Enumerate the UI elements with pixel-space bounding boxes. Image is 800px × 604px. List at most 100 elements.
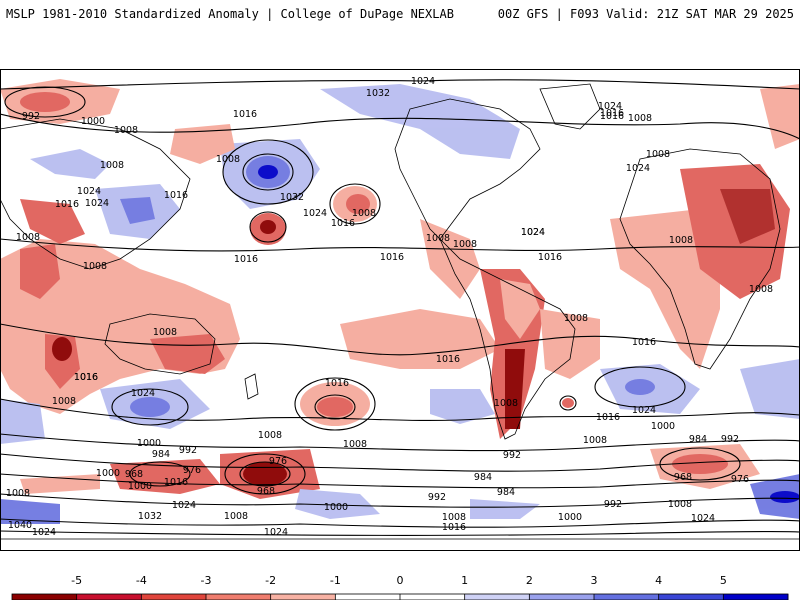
shade-region: [625, 379, 655, 395]
isobar-line: [249, 211, 287, 243]
shade-region: [760, 84, 800, 149]
isobar-line: [0, 433, 800, 452]
isobar-line: [0, 398, 800, 421]
isobar-label: 992: [503, 450, 521, 461]
isobar-label: 1024: [691, 513, 715, 524]
shade-region: [505, 349, 525, 429]
isobar-label: 1008: [646, 149, 670, 160]
map-header: MSLP 1981-2010 Standardized Anomaly | Co…: [0, 0, 800, 40]
colorbar-tick-label: 2: [525, 574, 533, 587]
colorbar-segment: [141, 594, 207, 600]
colorbar-segment: [12, 594, 78, 600]
map-title: MSLP 1981-2010 Standardized Anomaly | Co…: [6, 7, 454, 21]
colorbar-segment: [400, 594, 466, 600]
colorbar-segment: [270, 594, 336, 600]
isobar-label: 984: [497, 487, 515, 498]
isobar-label: 1016: [233, 109, 257, 120]
isobar-line: [0, 323, 800, 356]
isobar-line: [329, 183, 381, 225]
colorbar-segment: [76, 594, 142, 600]
isobar-line: [0, 473, 800, 489]
isobar-line: [4, 86, 86, 118]
shade-region: [672, 454, 728, 474]
shade-region: [420, 219, 480, 299]
isobar-label: 1016: [596, 412, 620, 423]
isobar-label: 1024: [264, 527, 288, 538]
shade-region: [740, 359, 800, 419]
isobar-line: [0, 238, 800, 252]
colorbar-tick-label: 1: [461, 574, 469, 587]
isobar-label: 976: [731, 474, 749, 485]
isobar-label: 1016: [600, 108, 624, 119]
colorbar-tick-label: 5: [719, 574, 727, 587]
isobar-line: [659, 447, 741, 481]
coastline-south-america: [439, 238, 576, 440]
isobar-label: 1024: [411, 76, 435, 87]
isobar-line: [242, 153, 294, 191]
anomaly-colorbar: -5 -4 -3 -2 -1 0 1 2 3 4 5: [0, 572, 800, 601]
isobar-label: 992: [721, 434, 739, 445]
shade-region: [260, 220, 276, 234]
isobar-label: 1016: [380, 252, 404, 263]
isobar-label: 1008: [494, 398, 518, 409]
isobar-label: 1024: [521, 227, 545, 238]
isobar-label: 1040: [8, 520, 32, 531]
isobar-label: 992: [604, 499, 622, 510]
isobar-label: 1008: [6, 488, 30, 499]
shade-region: [470, 499, 540, 519]
isobar-label: 1032: [280, 192, 304, 203]
isobar-label: 1016: [55, 199, 79, 210]
isobar-line: [222, 139, 314, 205]
isobar-line: [0, 530, 800, 536]
isobar-label: 1032: [138, 511, 162, 522]
colorbar-tick-label: -2: [265, 574, 277, 587]
isobar-line: [314, 394, 356, 420]
isobar-label: 1008: [668, 499, 692, 510]
isobar-line: [129, 461, 191, 487]
isobar-label: 1008: [749, 284, 773, 295]
isobar-label: 1032: [366, 88, 390, 99]
shade-region: [52, 337, 72, 361]
isobar-label: 1000: [81, 116, 105, 127]
isobar-label: 1008: [628, 113, 652, 124]
coastline-australia: [104, 313, 216, 375]
shade-region: [130, 397, 170, 417]
isobar-line: [111, 388, 189, 426]
isobar-line: [559, 395, 577, 411]
colorbar-segment: [335, 594, 401, 600]
isobar-label: 1000: [324, 502, 348, 513]
isobar-label: 1000: [651, 421, 675, 432]
isobar-label: 984: [474, 472, 492, 483]
isobar-label: 1008: [564, 313, 588, 324]
colorbar-segment: [206, 594, 272, 600]
coastline-africa-europe: [619, 148, 781, 370]
shade-region: [430, 389, 495, 424]
isobar-label: 1024: [303, 208, 327, 219]
map-svg: 1024 1032 1024 1000 992 1008 1016 1008 1…: [0, 69, 800, 551]
coastline-north-america: [394, 98, 541, 240]
isobar-line: [0, 493, 800, 508]
model-run-info: 00Z GFS | F093 Valid: 21Z SAT MAR 29 202…: [497, 7, 794, 21]
colorbar-segment: [723, 594, 789, 600]
isobar-label: 1008: [100, 160, 124, 171]
isobar-label: 1016: [74, 372, 98, 383]
colorbar-tick-label: 4: [655, 574, 663, 587]
colorbar-tick-label: -1: [329, 574, 341, 587]
shade-region: [120, 197, 155, 224]
isobar-label: 1016: [164, 190, 188, 201]
shade-region: [0, 499, 60, 524]
colorbar-svg: [11, 593, 789, 601]
isobar-label: 1016: [436, 354, 460, 365]
isobar-label: 1008: [114, 125, 138, 136]
isobar-label: 992: [428, 492, 446, 503]
colorbar-tick-label: -3: [200, 574, 212, 587]
shade-region: [317, 397, 353, 417]
shade-region: [30, 149, 110, 179]
isobar-line: [0, 79, 800, 90]
isobar-label: 1024: [77, 186, 101, 197]
isobar-label: 1008: [224, 511, 248, 522]
isobar-line: [294, 377, 376, 431]
shade-region: [346, 194, 370, 214]
isobar-label: 1016: [331, 218, 355, 229]
isobar-label: 1008: [153, 327, 177, 338]
